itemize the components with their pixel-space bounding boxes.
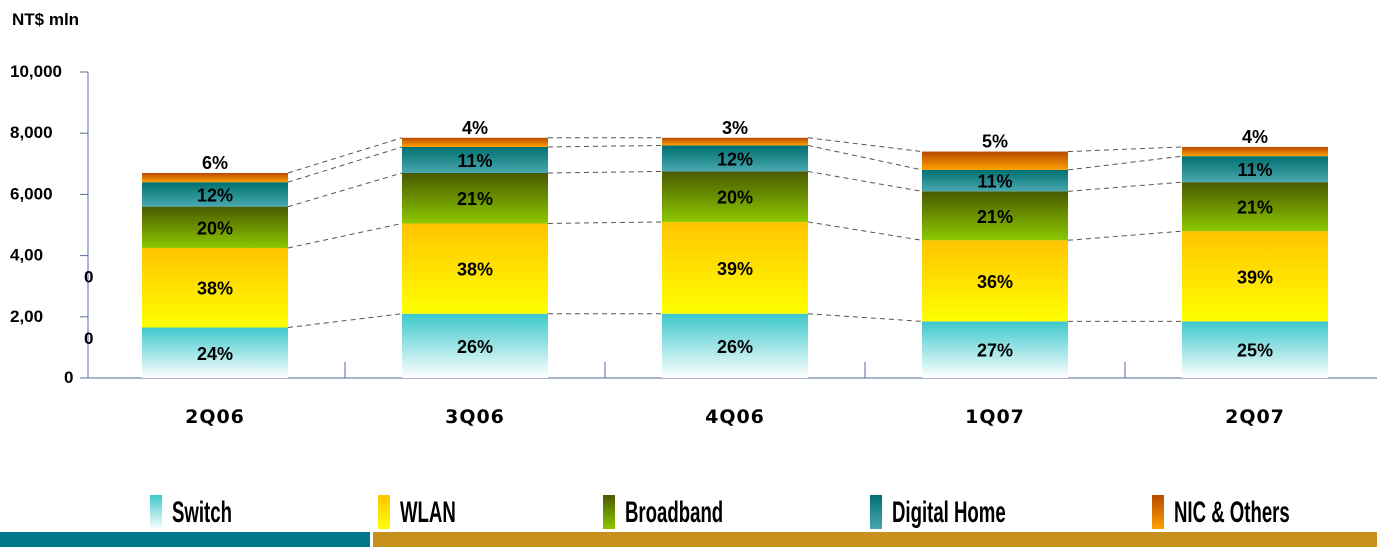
y-tick-label: 2,000 — [10, 307, 93, 348]
data-label: 21% — [1237, 198, 1273, 218]
bar-segment-digital-home — [1182, 156, 1328, 183]
legend-swatch-broadband — [603, 495, 615, 529]
data-label: 24% — [197, 344, 233, 364]
connector-line — [287, 137, 403, 174]
connector-line — [807, 144, 923, 171]
connector-line — [287, 172, 403, 208]
data-label: 5% — [982, 132, 1008, 152]
connector-line — [1067, 181, 1183, 192]
connector-line — [807, 137, 923, 153]
bar-segment-nic-others — [142, 172, 288, 183]
connector-line — [287, 313, 403, 329]
data-label: 20% — [717, 188, 753, 208]
legend-item-broadband: Broadband — [603, 493, 783, 533]
connector-line — [287, 146, 403, 183]
bar-segment-digital-home — [142, 182, 288, 207]
x-tick-label: 3Q06 — [445, 406, 505, 428]
x-tick-label: 4Q06 — [705, 406, 765, 428]
bar-segment-switch — [142, 327, 288, 378]
bar-segment-nic-others — [402, 137, 548, 147]
connector-line — [1067, 155, 1183, 171]
legend-item-switch: Switch — [150, 493, 269, 533]
data-label: 39% — [717, 259, 753, 279]
footer-bar-gold — [373, 532, 1377, 547]
connector-line — [807, 170, 923, 192]
bar-segment-digital-home — [402, 146, 548, 173]
legend-label-wlan: WLAN — [400, 496, 456, 529]
legend-label-nic-others: NIC & Others — [1174, 496, 1290, 529]
data-label: 25% — [1237, 341, 1273, 361]
data-label: 12% — [197, 185, 233, 205]
bar-segment-nic-others — [922, 151, 1068, 170]
legend-label-digital-home: Digital Home — [892, 496, 1006, 529]
y-tick-label: 6,000 — [10, 184, 53, 203]
data-label: 26% — [457, 337, 493, 357]
bar-segment-nic-others — [1182, 146, 1328, 157]
bar-segment-wlan — [662, 221, 808, 314]
bar-segment-wlan — [142, 247, 288, 328]
legend-swatch-nic-others — [1152, 495, 1164, 529]
data-label: 21% — [457, 189, 493, 209]
bar-segment-broadband — [662, 171, 808, 222]
data-label: 36% — [977, 272, 1013, 292]
data-label: 12% — [717, 149, 753, 169]
data-label: 4% — [462, 118, 488, 138]
bar-segment-digital-home — [922, 169, 1068, 192]
y-tick-label: 8,000 — [10, 123, 53, 142]
legend-label-switch: Switch — [172, 496, 232, 529]
x-tick-label: 2Q06 — [185, 406, 245, 428]
legend-item-wlan: WLAN — [378, 493, 490, 533]
connector-line — [547, 170, 663, 174]
y-axis-unit-label: NT$ mln — [12, 10, 80, 29]
data-label: 26% — [717, 337, 753, 357]
bar-segment-wlan — [922, 240, 1068, 322]
bar-segment-wlan — [402, 223, 548, 314]
bar-segment-nic-others — [662, 137, 808, 146]
connector-line — [547, 144, 663, 148]
bar-segment-broadband — [922, 191, 1068, 241]
data-label: 3% — [722, 118, 748, 138]
stacked-bar-chart: 0 2,000 4,000 6,000 8,000 10,000 24% 38% 20% 12% 6… — [10, 62, 1377, 428]
data-label: 20% — [197, 218, 233, 238]
bar-segment-wlan — [1182, 231, 1328, 322]
data-label: 11% — [1237, 160, 1272, 180]
data-label: 6% — [202, 153, 228, 173]
bar-segment-switch — [402, 313, 548, 378]
legend-item-digital-home: Digital Home — [870, 493, 1075, 533]
data-label: 39% — [1237, 267, 1273, 287]
bar-segment-switch — [922, 321, 1068, 378]
chart-legend: Switch WLAN Broadband Digital Home NIC &… — [0, 493, 1377, 533]
data-label: 21% — [977, 207, 1013, 227]
bar-segment-switch — [662, 313, 808, 378]
legend-swatch-digital-home — [870, 495, 882, 529]
y-tick-label: 10,000 — [10, 62, 62, 81]
x-tick-label: 2Q07 — [1225, 406, 1285, 428]
bar-segment-broadband — [142, 206, 288, 248]
footer-bar-teal — [0, 532, 370, 547]
connector-line — [287, 222, 403, 249]
bar-segment-digital-home — [662, 145, 808, 172]
data-label: 11% — [977, 172, 1012, 192]
connector-line — [547, 221, 663, 224]
data-label: 38% — [197, 279, 233, 299]
data-label: 4% — [1242, 127, 1268, 147]
bar-segment-switch — [1182, 321, 1328, 378]
y-tick-label: 4,000 — [10, 246, 93, 287]
connector-line — [807, 221, 923, 241]
bar-segment-broadband — [1182, 182, 1328, 232]
bar-segment-broadband — [402, 172, 548, 224]
x-tick-label: 1Q07 — [965, 406, 1025, 428]
connector-line — [1067, 230, 1183, 241]
legend-swatch-switch — [150, 495, 162, 529]
legend-swatch-wlan — [378, 495, 390, 529]
data-label: 38% — [457, 260, 493, 280]
y-tick-label: 0 — [64, 368, 73, 387]
data-label: 11% — [457, 151, 492, 171]
connector-line — [1067, 146, 1183, 153]
data-label: 27% — [977, 341, 1013, 361]
legend-item-nic-others: NIC & Others — [1152, 493, 1361, 533]
legend-label-broadband: Broadband — [625, 496, 724, 529]
connector-line — [807, 313, 923, 322]
